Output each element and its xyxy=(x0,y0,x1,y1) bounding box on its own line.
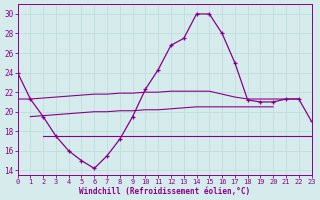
X-axis label: Windchill (Refroidissement éolien,°C): Windchill (Refroidissement éolien,°C) xyxy=(79,187,250,196)
